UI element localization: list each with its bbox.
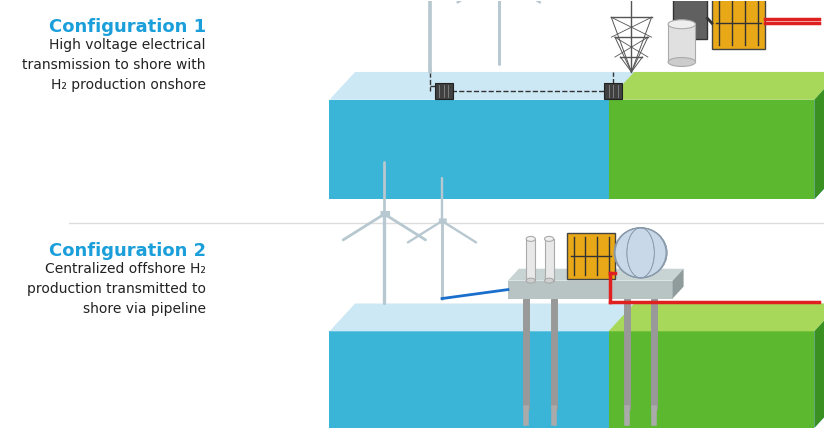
Text: H₂ production onshore: H₂ production onshore	[51, 78, 206, 92]
Ellipse shape	[615, 228, 667, 278]
FancyBboxPatch shape	[439, 219, 447, 224]
Text: shore via pipeline: shore via pipeline	[82, 302, 206, 316]
Polygon shape	[329, 304, 825, 331]
Polygon shape	[329, 331, 814, 428]
Text: transmission to shore with: transmission to shore with	[22, 58, 206, 72]
Bar	[712, 0, 765, 49]
Text: Configuration 2: Configuration 2	[49, 242, 206, 260]
Bar	[672, 0, 707, 39]
Polygon shape	[508, 269, 684, 281]
Polygon shape	[329, 100, 814, 199]
Bar	[604, 83, 622, 99]
Polygon shape	[609, 331, 814, 428]
Bar	[544, 239, 554, 281]
Polygon shape	[609, 304, 825, 331]
Text: Centralized offshore H₂: Centralized offshore H₂	[45, 262, 206, 276]
Polygon shape	[814, 72, 825, 199]
Polygon shape	[609, 72, 825, 100]
Ellipse shape	[668, 20, 695, 29]
Bar	[568, 233, 615, 278]
Text: Configuration 1: Configuration 1	[49, 18, 206, 36]
Text: High voltage electrical: High voltage electrical	[50, 38, 206, 52]
Polygon shape	[814, 72, 825, 199]
Ellipse shape	[544, 278, 554, 283]
Polygon shape	[672, 269, 684, 299]
Bar	[526, 239, 535, 281]
Polygon shape	[508, 281, 672, 299]
Polygon shape	[329, 72, 825, 100]
Polygon shape	[814, 304, 825, 428]
FancyBboxPatch shape	[380, 211, 390, 217]
Bar	[435, 83, 453, 99]
Ellipse shape	[526, 236, 535, 241]
Bar	[668, 24, 695, 62]
Ellipse shape	[526, 278, 535, 283]
Text: production transmitted to: production transmitted to	[27, 282, 206, 295]
Polygon shape	[814, 304, 825, 428]
Ellipse shape	[544, 236, 554, 241]
Ellipse shape	[668, 58, 695, 67]
Polygon shape	[609, 100, 814, 199]
